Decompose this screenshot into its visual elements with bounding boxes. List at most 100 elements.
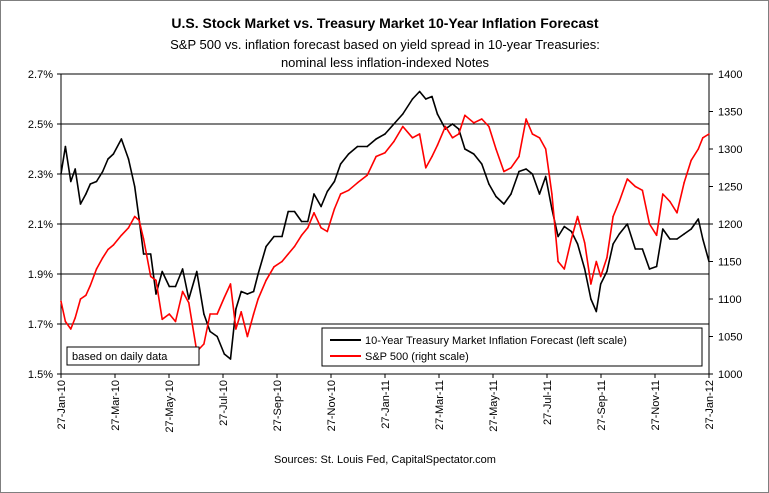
x-axis-tick-label: 27-Sep-11 [596,380,608,431]
data-point [538,137,541,139]
data-point [583,242,586,244]
data-point [101,257,104,259]
data-point [229,358,232,360]
x-axis-tick-label: 27-Jan-12 [704,380,716,430]
x-axis-tick-label: 27-Jan-11 [380,380,392,429]
data-point [265,245,267,248]
data-point [300,234,303,237]
x-axis-tick-label: 27-Mar-11 [434,380,446,430]
data-point [127,227,130,229]
data-point [107,158,109,160]
data-point [257,273,259,275]
data-point [531,173,534,175]
data-point [60,173,62,175]
data-point [149,253,152,255]
data-point [320,205,322,208]
data-point [393,123,395,125]
right-axis: 1000 1050 1100 1150 1200 1250 1300 1350 1400 [709,69,742,381]
data-point [281,235,283,238]
data-point [518,170,520,173]
data-point [488,125,490,128]
data-point [155,279,157,282]
legend-box [321,327,703,367]
data-point [583,268,586,270]
data-point [606,270,608,273]
data-point [563,225,566,228]
data-point [618,200,621,203]
data-point [464,148,466,150]
data-point [188,302,190,304]
data-point [669,200,671,203]
data-point [436,144,439,147]
series-layer [60,90,710,360]
x-axis-tick-label: 27-Nov-10 [326,380,338,431]
data-point [366,145,369,148]
data-point [457,128,460,130]
left-axis-tick-label: 1.5% [28,369,53,381]
data-point [127,158,130,160]
data-point [375,138,377,140]
data-point [393,140,395,143]
data-point [641,248,644,250]
data-point [120,234,123,237]
x-axis-tick-label: 27-Jan-10 [56,380,68,430]
data-point [326,230,329,233]
data-point [563,268,566,270]
data-point [196,270,198,273]
data-point [257,298,259,300]
data-point [457,133,460,135]
data-point [570,230,573,233]
data-point [112,244,115,246]
data-point [418,90,421,93]
data-point [252,290,255,293]
data-point [142,238,145,240]
data-point [708,260,710,263]
data-point [265,279,267,282]
data-point [503,170,505,173]
data-point [293,245,296,248]
data-point [595,260,598,263]
data-point [70,328,72,330]
data-point [112,153,115,155]
data-point [95,268,98,270]
data-point [287,253,290,255]
data-point [683,233,685,235]
data-point [473,153,475,155]
data-point [690,228,692,230]
data-point [287,210,290,213]
data-point [418,133,421,135]
data-point [70,180,72,183]
data-point [544,148,547,150]
data-point [626,178,629,180]
data-point [95,180,98,183]
data-point [702,238,704,240]
data-point [599,275,602,278]
data-point [551,193,553,195]
data-point [590,298,592,300]
data-point [366,174,369,177]
right-axis-tick-label: 1150 [718,257,742,269]
data-point [634,185,637,188]
data-point [240,290,242,293]
data-point [411,98,414,100]
data-point [64,145,67,148]
data-point [648,268,651,270]
data-point [246,335,249,338]
inflation-forecast-line [60,90,710,360]
left-axis-tick-label: 1.7% [28,319,53,331]
data-point [209,313,211,315]
data-point [618,233,621,235]
data-point [436,113,439,115]
data-point [641,189,644,192]
data-point [216,335,218,338]
data-point [612,215,614,218]
data-point [375,155,377,158]
data-point [402,113,404,115]
right-axis-tick-label: 1350 [718,107,742,119]
right-axis-tick-label: 1050 [718,332,742,344]
legend: 10-Year Treasury Market Inflation Foreca… [321,327,703,367]
data-point [702,137,704,139]
data-point [229,283,232,285]
data-point [697,148,700,150]
